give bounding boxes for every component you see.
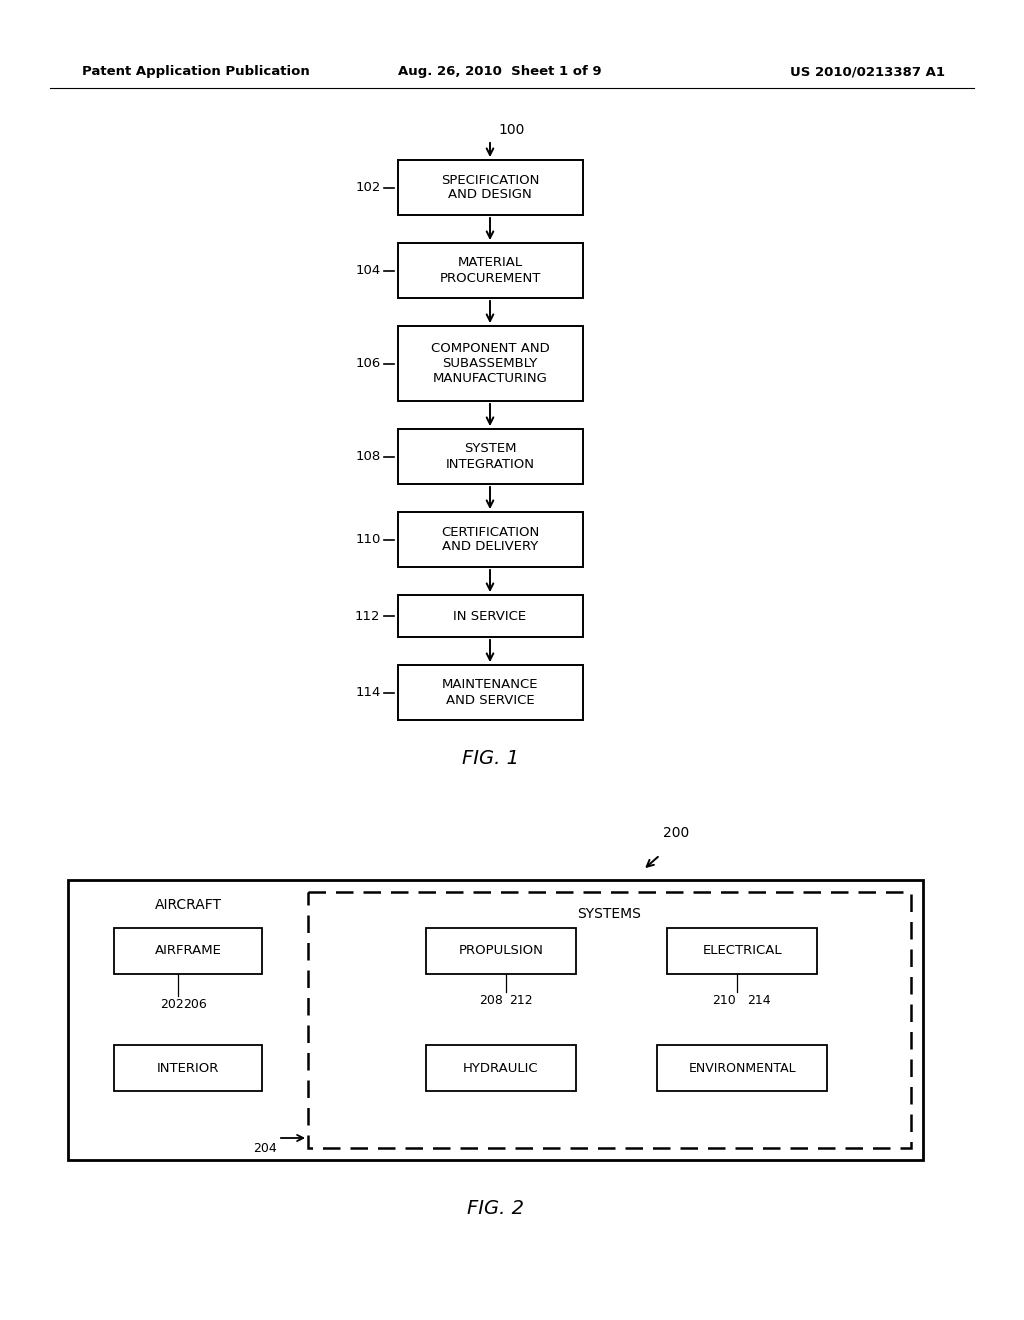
FancyBboxPatch shape (657, 1045, 827, 1092)
FancyBboxPatch shape (397, 326, 583, 401)
FancyBboxPatch shape (397, 429, 583, 484)
Text: PROPULSION: PROPULSION (459, 945, 544, 957)
Text: Aug. 26, 2010  Sheet 1 of 9: Aug. 26, 2010 Sheet 1 of 9 (398, 66, 602, 78)
Text: SYSTEMS: SYSTEMS (578, 907, 641, 921)
Text: AIRFRAME: AIRFRAME (155, 945, 221, 957)
Text: 108: 108 (355, 450, 381, 463)
FancyBboxPatch shape (68, 880, 923, 1160)
FancyBboxPatch shape (668, 928, 817, 974)
FancyBboxPatch shape (397, 160, 583, 215)
Text: Patent Application Publication: Patent Application Publication (82, 66, 309, 78)
Text: SYSTEM
INTEGRATION: SYSTEM INTEGRATION (445, 442, 535, 470)
FancyBboxPatch shape (114, 1045, 262, 1092)
Text: 208: 208 (479, 994, 503, 1007)
Text: 114: 114 (355, 686, 381, 700)
FancyBboxPatch shape (426, 1045, 575, 1092)
Text: 106: 106 (355, 356, 381, 370)
FancyBboxPatch shape (397, 512, 583, 568)
Text: 212: 212 (509, 994, 532, 1007)
Text: IN SERVICE: IN SERVICE (454, 610, 526, 623)
Text: ENVIRONMENTAL: ENVIRONMENTAL (688, 1061, 796, 1074)
Text: MATERIAL
PROCUREMENT: MATERIAL PROCUREMENT (439, 256, 541, 285)
Text: HYDRAULIC: HYDRAULIC (463, 1061, 539, 1074)
Text: 102: 102 (355, 181, 381, 194)
Text: SPECIFICATION
AND DESIGN: SPECIFICATION AND DESIGN (440, 173, 540, 202)
FancyBboxPatch shape (397, 243, 583, 298)
FancyBboxPatch shape (397, 595, 583, 638)
Text: MAINTENANCE
AND SERVICE: MAINTENANCE AND SERVICE (441, 678, 539, 706)
Text: FIG. 2: FIG. 2 (467, 1199, 524, 1217)
Text: AIRCRAFT: AIRCRAFT (155, 898, 221, 912)
Text: 104: 104 (355, 264, 381, 277)
Text: ELECTRICAL: ELECTRICAL (702, 945, 782, 957)
Text: 100: 100 (498, 123, 524, 137)
Text: INTERIOR: INTERIOR (157, 1061, 219, 1074)
Text: 210: 210 (712, 994, 736, 1007)
Text: COMPONENT AND
SUBASSEMBLY
MANUFACTURING: COMPONENT AND SUBASSEMBLY MANUFACTURING (431, 342, 549, 385)
Text: 214: 214 (748, 994, 771, 1007)
FancyBboxPatch shape (308, 892, 911, 1148)
FancyBboxPatch shape (114, 928, 262, 974)
Text: FIG. 1: FIG. 1 (462, 748, 518, 767)
Text: US 2010/0213387 A1: US 2010/0213387 A1 (790, 66, 945, 78)
Text: 206: 206 (183, 998, 207, 1011)
FancyBboxPatch shape (397, 665, 583, 719)
Text: 112: 112 (355, 610, 381, 623)
Text: 110: 110 (355, 533, 381, 546)
Text: 202: 202 (160, 998, 183, 1011)
FancyBboxPatch shape (426, 928, 575, 974)
Text: 204: 204 (253, 1142, 276, 1155)
Text: 200: 200 (663, 826, 689, 840)
Text: CERTIFICATION
AND DELIVERY: CERTIFICATION AND DELIVERY (441, 525, 539, 553)
